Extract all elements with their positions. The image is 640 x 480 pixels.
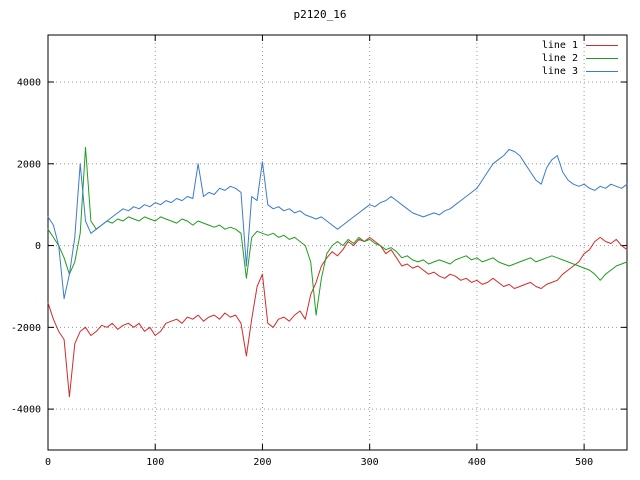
svg-text:-2000: -2000 [11,323,41,334]
svg-text:2000: 2000 [17,159,41,170]
chart-legend: line 1 line 2 line 3 [542,39,618,77]
legend-entry: line 1 [542,39,618,51]
legend-entry: line 3 [542,65,618,77]
svg-text:400: 400 [468,457,486,468]
legend-label: line 2 [541,52,578,64]
svg-text:500: 500 [575,457,593,468]
legend-line-sample [586,44,618,46]
svg-text:300: 300 [361,457,379,468]
legend-entry: line 2 [542,52,618,64]
legend-label: line 1 [541,39,578,51]
legend-line-sample [586,57,618,59]
legend-label: line 3 [541,65,578,77]
svg-text:4000: 4000 [17,78,41,89]
svg-text:-4000: -4000 [11,405,41,416]
svg-text:100: 100 [146,457,164,468]
svg-text:0: 0 [35,241,41,252]
svg-text:0: 0 [45,457,51,468]
legend-line-sample [586,70,618,72]
chart-title: p2120_16 [293,8,347,21]
svg-text:200: 200 [253,457,271,468]
